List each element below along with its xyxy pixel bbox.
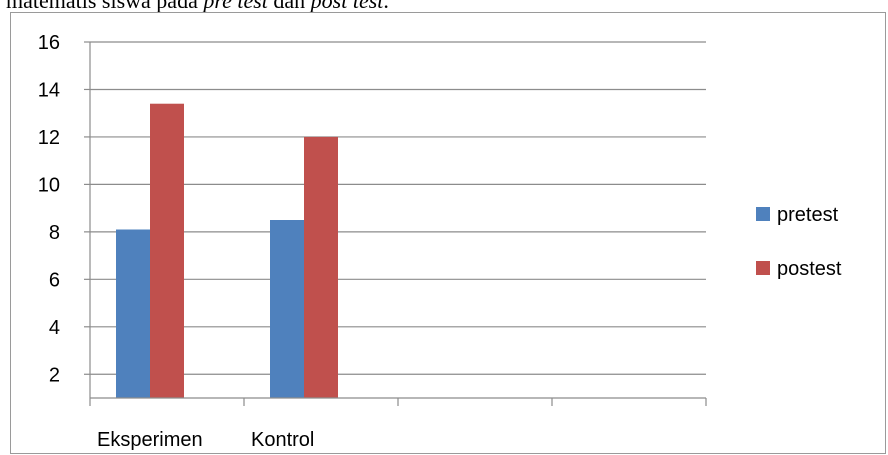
caption-prefix: matematis siswa pada xyxy=(6,0,204,13)
axes xyxy=(84,41,707,406)
grid-lines xyxy=(90,41,706,375)
y-tick-label-14: 14 xyxy=(38,79,60,101)
bar-postest-Eksperimen xyxy=(150,103,184,398)
caption-fragment: matematis siswa pada pre test dan post t… xyxy=(6,0,646,13)
caption-term-posttest: post test xyxy=(310,0,384,13)
y-tick-label-4: 4 xyxy=(49,317,60,339)
legend: pretest postest xyxy=(756,204,842,280)
y-tick-label-12: 12 xyxy=(38,127,60,149)
caption-middle: dan xyxy=(267,0,311,13)
axis-labels: 2 4 6 8 10 12 14 16 Eksperimen Kontrol xyxy=(38,32,315,451)
legend-swatch-postest xyxy=(756,261,770,275)
bar-pretest-Kontrol xyxy=(270,220,304,398)
caption-suffix: . xyxy=(383,0,389,13)
bar-pretest-Eksperimen xyxy=(116,229,150,398)
legend-label-pretest: pretest xyxy=(777,204,839,226)
y-tick-label-10: 10 xyxy=(38,174,60,196)
bars xyxy=(116,103,338,398)
caption-term-pretest: pre test xyxy=(203,0,268,13)
bar-postest-Kontrol xyxy=(304,136,338,398)
y-tick-label-2: 2 xyxy=(49,364,60,386)
x-category-label-0: Eksperimen xyxy=(97,429,203,451)
legend-label-postest: postest xyxy=(777,258,842,280)
y-tick-label-6: 6 xyxy=(49,269,60,291)
y-tick-label-16: 16 xyxy=(38,32,60,54)
y-tick-label-8: 8 xyxy=(49,222,60,244)
x-category-label-1: Kontrol xyxy=(251,429,314,451)
legend-swatch-pretest xyxy=(756,207,770,221)
